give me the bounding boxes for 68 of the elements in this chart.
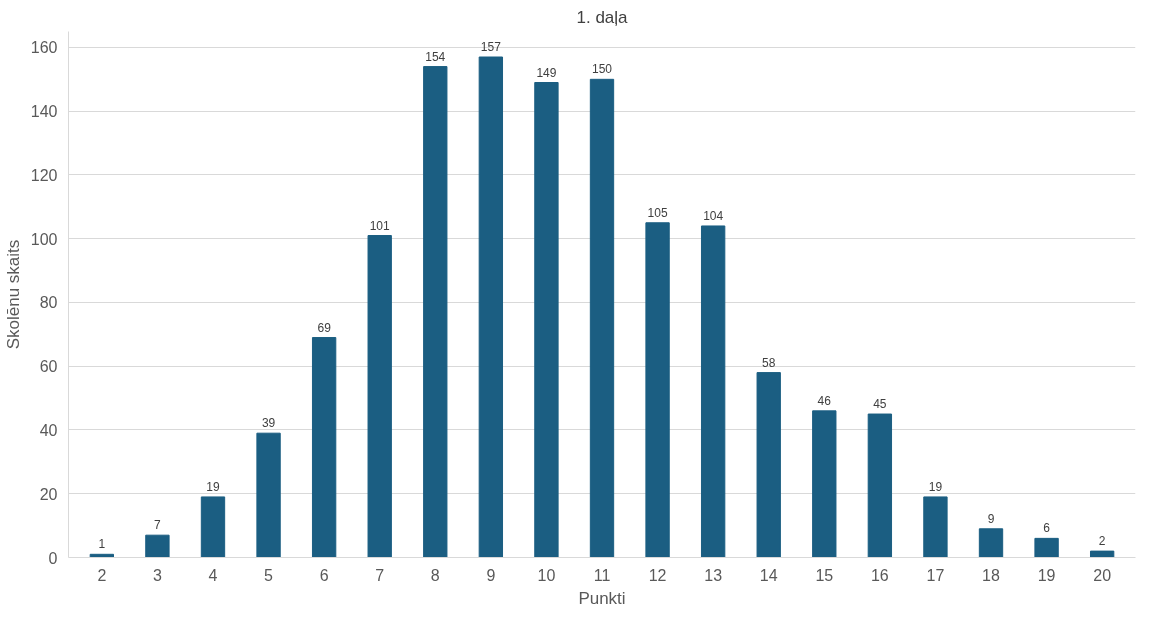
data-label: 46 <box>817 393 832 408</box>
data-label: 19 <box>206 479 220 494</box>
data-label: 154 <box>425 49 446 64</box>
x-tick-label: 4 <box>208 566 218 584</box>
bar <box>200 496 226 558</box>
x-tick-label: 2 <box>97 566 107 584</box>
x-tick-label: 14 <box>759 566 778 584</box>
data-label: 149 <box>536 65 557 80</box>
bar <box>534 82 559 558</box>
bar <box>256 432 281 558</box>
y-tick-label: 120 <box>30 166 58 184</box>
data-label: 7 <box>154 518 162 533</box>
y-tick-label: 100 <box>30 230 58 248</box>
y-tick-label: 80 <box>39 294 58 312</box>
x-tick-label: 19 <box>1037 566 1056 584</box>
x-tick-label: 12 <box>648 566 667 584</box>
bar <box>367 235 392 558</box>
x-tick-label: 7 <box>375 566 385 584</box>
x-tick-label: 3 <box>152 566 162 584</box>
bar <box>978 528 1004 558</box>
data-label: 9 <box>987 511 995 526</box>
data-label: 104 <box>703 208 724 223</box>
data-label: 6 <box>1043 521 1051 536</box>
data-label: 1 <box>98 537 106 552</box>
data-label: 105 <box>647 205 668 220</box>
x-tick-label: 13 <box>704 566 723 584</box>
x-axis-title: Punkti <box>578 588 626 608</box>
x-tick-label: 5 <box>264 566 274 584</box>
data-label: 157 <box>480 40 502 54</box>
data-label: 39 <box>261 416 276 431</box>
chart-title: 1. daļa <box>576 7 629 27</box>
bar <box>700 225 726 558</box>
y-axis-title: Skolēnu skaits <box>3 239 23 350</box>
y-tick-label: 40 <box>39 421 58 439</box>
bar <box>923 496 948 558</box>
x-tick-label: 9 <box>486 566 496 584</box>
bar <box>145 534 170 558</box>
bar <box>1089 550 1115 558</box>
bar <box>423 66 448 558</box>
y-tick-label: 60 <box>39 358 58 376</box>
bar <box>812 410 837 558</box>
x-tick-label: 8 <box>430 566 440 584</box>
bar <box>478 56 504 558</box>
bar <box>311 337 337 558</box>
x-tick-label: 16 <box>870 566 889 584</box>
x-tick-label: 15 <box>815 566 834 584</box>
bar <box>1034 537 1059 558</box>
y-tick-label: 0 <box>48 549 58 567</box>
x-tick-label: 11 <box>593 566 611 584</box>
data-label: 101 <box>369 218 391 233</box>
data-label: 58 <box>762 355 776 370</box>
x-tick-label: 10 <box>537 566 556 584</box>
bar <box>645 222 670 558</box>
y-tick-label: 160 <box>30 39 58 57</box>
y-tick-label: 140 <box>30 103 58 121</box>
x-tick-label: 18 <box>982 566 1001 584</box>
y-tick-label: 20 <box>39 485 58 503</box>
x-tick-label: 17 <box>926 566 945 584</box>
data-label: 69 <box>317 320 332 335</box>
bar <box>589 78 615 558</box>
bar <box>867 413 893 558</box>
data-label: 2 <box>1098 534 1106 549</box>
data-label: 150 <box>591 62 613 77</box>
data-label: 19 <box>928 479 943 494</box>
bar <box>756 372 781 558</box>
x-tick-label: 6 <box>319 566 329 584</box>
data-label: 45 <box>873 397 887 412</box>
x-tick-label: 20 <box>1093 566 1112 584</box>
